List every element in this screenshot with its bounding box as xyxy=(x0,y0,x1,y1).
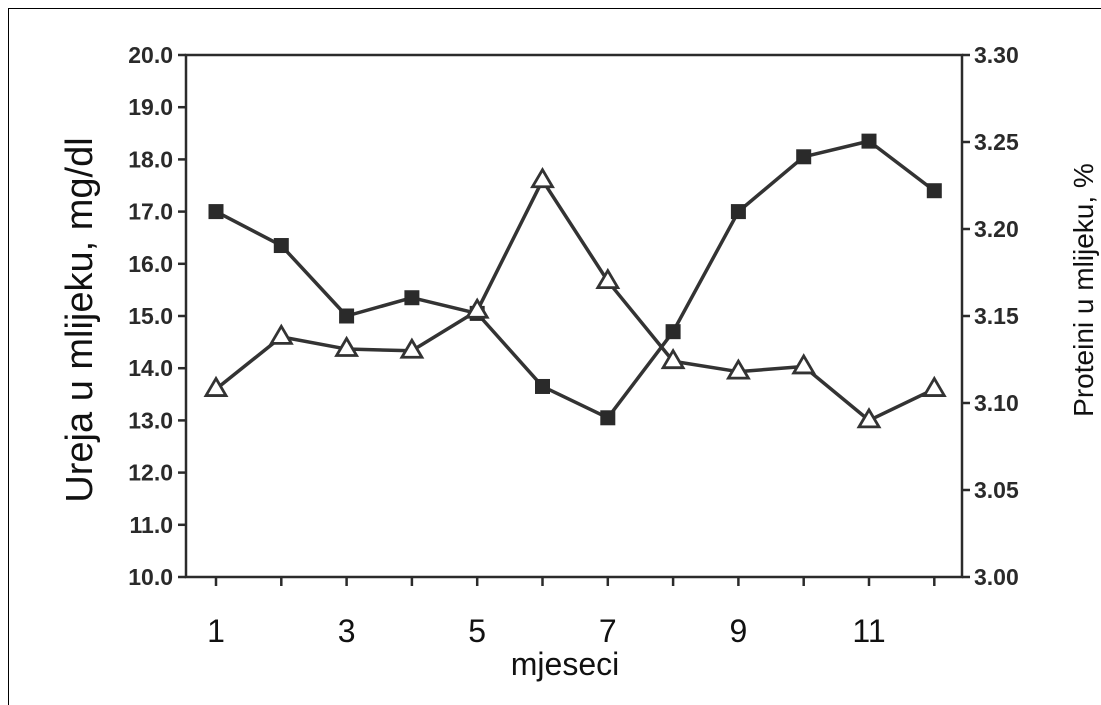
series-2-triangle-marker xyxy=(334,335,360,357)
left-y-axis-ticks: 10.0 11.0 12.0 13.0 14.0 15.0 16.0 17.0 18.0 19.0… xyxy=(128,42,186,590)
right-y-tick-label: 3.10 xyxy=(974,390,1019,416)
series-2-triangle-marker xyxy=(203,375,229,397)
right-y-tick-label: 3.20 xyxy=(974,216,1019,242)
x-tick-label: 7 xyxy=(599,613,617,649)
left-y-tick-label: 12.0 xyxy=(128,460,173,486)
series-2-triangle-marker xyxy=(268,323,294,345)
left-y-tick-label: 17.0 xyxy=(128,199,173,225)
left-y-tick-label: 20.0 xyxy=(128,42,173,68)
right-y-axis-title: Proteini u mlijeku, % xyxy=(1068,163,1099,417)
right-y-tick-label: 3.30 xyxy=(974,42,1019,68)
series-2-triangle-marker xyxy=(530,166,555,189)
right-y-tick-label: 3.15 xyxy=(974,303,1019,329)
series-1-square-marker xyxy=(339,308,355,324)
x-axis-ticks: 1 3 5 7 9 11 xyxy=(207,577,936,649)
x-tick-label: 11 xyxy=(852,613,885,649)
x-tick-label: 3 xyxy=(338,613,356,649)
series-2-triangle-marker xyxy=(660,347,686,370)
series-1-line xyxy=(215,139,936,420)
series-1-square-marker xyxy=(861,133,877,149)
series-2-triangle-marker xyxy=(399,337,425,359)
left-y-tick-label: 15.0 xyxy=(128,303,173,329)
x-axis-title: mjeseci xyxy=(511,646,619,682)
series-1-square-marker xyxy=(665,324,681,340)
right-y-tick-label: 3.00 xyxy=(974,564,1019,590)
x-tick-label: 5 xyxy=(468,613,486,649)
x-tick-label: 9 xyxy=(730,613,748,649)
left-y-tick-label: 16.0 xyxy=(128,251,173,277)
series-1-square-marker xyxy=(273,238,289,254)
left-y-tick-label: 11.0 xyxy=(130,512,174,538)
left-y-axis-title: Ureja u mlijeku, mg/dl xyxy=(59,137,101,502)
plot-area xyxy=(184,53,964,579)
series-2-triangle-marker xyxy=(791,353,817,375)
series-2-triangle-marker xyxy=(464,297,490,319)
left-y-tick-label: 18.0 xyxy=(128,146,173,172)
series-2-triangle-marker xyxy=(856,407,882,429)
series-1-square-marker xyxy=(404,290,420,306)
left-y-tick-label: 19.0 xyxy=(128,94,173,120)
right-y-tick-label: 3.25 xyxy=(974,129,1019,155)
left-y-tick-label: 10.0 xyxy=(128,564,173,590)
series-1-square-marker xyxy=(926,183,942,199)
series-1-square-marker xyxy=(535,378,550,394)
right-y-axis-ticks: 3.00 3.05 3.10 3.15 3.20 3.25 3.30 xyxy=(962,42,1019,590)
left-y-tick-label: 13.0 xyxy=(128,407,173,433)
series-1-square-marker xyxy=(796,149,812,165)
series-layer xyxy=(203,133,947,429)
series-1-square-marker xyxy=(208,204,224,220)
series-2-triangle-marker xyxy=(921,375,947,397)
series-2-triangle-marker xyxy=(595,267,621,290)
figure-frame xyxy=(8,8,1101,705)
x-tick-label: 1 xyxy=(207,613,225,649)
series-1-square-marker xyxy=(600,410,616,426)
series-2-triangle-marker xyxy=(725,358,751,380)
left-y-tick-label: 14.0 xyxy=(128,355,173,381)
series-1-square-marker xyxy=(730,204,746,220)
right-y-tick-label: 3.05 xyxy=(974,477,1019,503)
series-2-line xyxy=(214,178,936,423)
